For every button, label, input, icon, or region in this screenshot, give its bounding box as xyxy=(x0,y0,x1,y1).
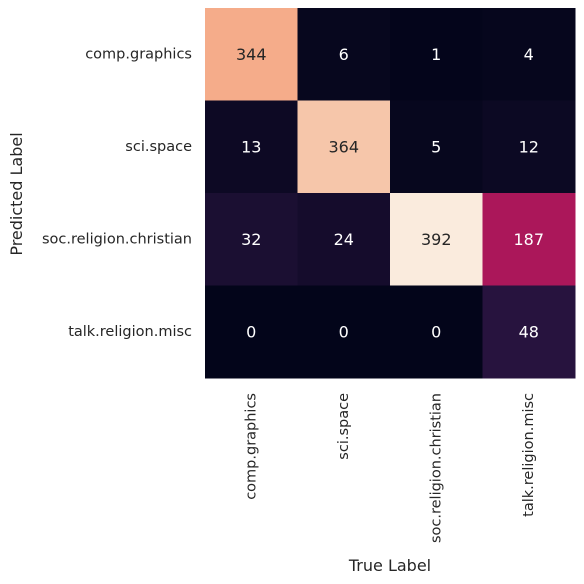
heatmap-cell-r1-c0 xyxy=(205,100,298,194)
heatmap-cell-r3-c0 xyxy=(205,285,298,379)
heatmap-cell-r1-c2 xyxy=(390,100,483,194)
y-tick-label-0: comp.graphics xyxy=(85,46,192,62)
heatmap-cell-r3-c1 xyxy=(297,285,391,379)
cell-value-r0-c3: 4 xyxy=(524,45,534,64)
cell-value-r3-c1: 0 xyxy=(339,322,349,341)
heatmap-cell-r2-c1 xyxy=(297,193,391,286)
x-tick-label-3: talk.religion.misc xyxy=(521,393,537,517)
heatmap-cell-r0-c3 xyxy=(482,8,576,101)
cell-value-r0-c0: 344 xyxy=(236,45,267,64)
x-tick-label-2: soc.religion.christian xyxy=(428,393,444,543)
y-tick-label-3: talk.religion.misc xyxy=(68,324,192,340)
y-tick-labels: comp.graphics sci.space soc.religion.chris… xyxy=(42,46,192,340)
cell-value-r2-c2: 392 xyxy=(421,230,452,249)
heatmap-cell-labels: 344 6 1 4 13 364 5 12 32 24 392 187 0 0 0 48 xyxy=(236,45,544,342)
cell-value-r3-c2: 0 xyxy=(431,322,441,341)
cell-value-r0-c2: 1 xyxy=(431,45,441,64)
heatmap-cell-r0-c0 xyxy=(205,8,298,101)
y-tick-label-1: sci.space xyxy=(125,139,192,155)
cell-value-r1-c1: 364 xyxy=(328,137,359,156)
heatmap-cell-r0-c2 xyxy=(390,8,483,101)
heatmap-cell-r2-c0 xyxy=(205,193,298,286)
heatmap-cell-r3-c3 xyxy=(482,285,576,379)
cell-value-r1-c3: 12 xyxy=(519,137,539,156)
heatmap-cell-r1-c1 xyxy=(297,100,391,194)
cell-value-r1-c2: 5 xyxy=(431,137,441,156)
x-tick-label-1: sci.space xyxy=(336,393,352,460)
heatmap-cell-r3-c2 xyxy=(390,285,483,379)
y-tick-label-2: soc.religion.christian xyxy=(42,231,192,247)
heatmap-cell-r2-c3 xyxy=(482,193,576,286)
x-tick-label-0: comp.graphics xyxy=(243,393,259,500)
cell-value-r2-c3: 187 xyxy=(513,230,544,249)
x-axis-label: True Label xyxy=(348,556,431,575)
cell-value-r0-c1: 6 xyxy=(339,45,349,64)
cell-value-r2-c1: 24 xyxy=(334,230,354,249)
heatmap-cell-r2-c2 xyxy=(390,193,483,286)
heatmap-cells xyxy=(205,8,576,379)
heatmap-cell-r0-c1 xyxy=(297,8,391,101)
cell-value-r3-c0: 0 xyxy=(246,322,256,341)
y-axis-label: Predicted Label xyxy=(7,132,26,255)
heatmap-cell-r1-c3 xyxy=(482,100,576,194)
x-tick-labels: comp.graphics sci.space soc.religion.chris… xyxy=(243,393,537,543)
cell-value-r2-c0: 32 xyxy=(241,230,261,249)
cell-value-r3-c3: 48 xyxy=(519,322,539,341)
cell-value-r1-c0: 13 xyxy=(241,137,261,156)
